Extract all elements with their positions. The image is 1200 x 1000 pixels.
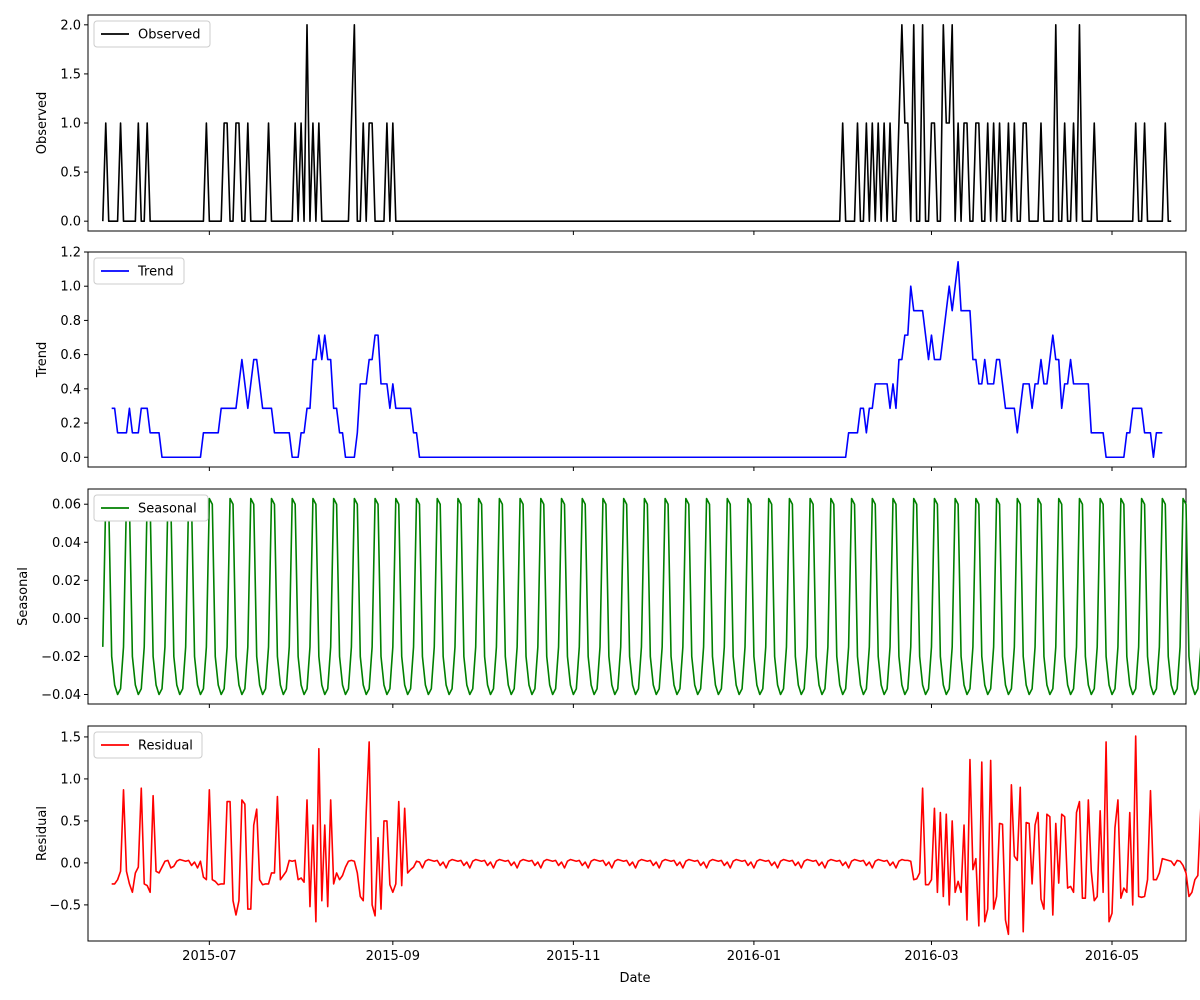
x-tick-label: 2016-05: [1085, 949, 1139, 964]
y-tick-label: 0.2: [60, 417, 81, 432]
legend-box: [93, 257, 185, 285]
y-tick-label: 0.04: [52, 536, 81, 551]
y-tick-label: 0.06: [52, 498, 81, 513]
y-tick-label: 2.0: [60, 18, 81, 33]
x-tick-label: 2016-03: [904, 949, 958, 964]
y-tick-label: 0.4: [60, 382, 81, 397]
x-tick-label: 2015-09: [366, 949, 420, 964]
x-tick-label: 2015-11: [546, 949, 600, 964]
y-tick-label: 1.5: [60, 67, 81, 82]
series-line-seasonal: [102, 497, 1200, 696]
y-tick-label: 1.5: [60, 730, 81, 745]
y-axis-label: Seasonal: [16, 567, 31, 626]
y-tick-label: 1.0: [60, 117, 81, 132]
y-axis-label: Observed: [35, 92, 50, 155]
legend: Trend: [93, 257, 185, 285]
legend-box: [93, 731, 203, 759]
y-tick-label: 0.0: [60, 856, 81, 871]
y-tick-label: 1.0: [60, 280, 81, 295]
y-tick-label: −0.5: [49, 898, 81, 913]
y-tick-label: 0.00: [52, 612, 81, 627]
legend-label: Seasonal: [138, 502, 197, 517]
plot-frame: [87, 251, 1187, 468]
legend: Residual: [93, 731, 203, 759]
panel-observed: 0.0 0.5 1.0 1.5 2.0 Observed Observed: [35, 14, 1187, 235]
y-tick-label: 0.8: [60, 314, 81, 329]
panel-trend: 0.0 0.2 0.4 0.6 0.8 1.0 1.2 Trend Trend: [35, 246, 1187, 471]
series-line-trend: [111, 260, 1163, 459]
y-tick-label: −0.02: [41, 650, 81, 665]
x-tick-label: 2015-07: [182, 949, 236, 964]
plot-frame: [87, 725, 1187, 942]
legend: Seasonal: [93, 494, 209, 522]
y-tick-label: 0.5: [60, 166, 81, 181]
y-tick-label: 0.0: [60, 451, 81, 466]
y-axis-label: Trend: [35, 342, 50, 379]
y-tick-label: 1.0: [60, 772, 81, 787]
panel-residual: −0.5 0.0 0.5 1.0 1.5 2015-07 2015-09 2015-11 201…: [35, 725, 1200, 964]
y-tick-label: 0.02: [52, 574, 81, 589]
legend-label: Residual: [138, 739, 193, 754]
legend-box: [93, 494, 209, 522]
series-line-residual: [111, 735, 1200, 936]
y-tick-label: 0.5: [60, 814, 81, 829]
legend-label: Trend: [137, 265, 174, 280]
panel-seasonal: −0.04 −0.02 0.00 0.02 0.04 0.06 Seasonal Season…: [16, 488, 1200, 708]
legend: Observed: [93, 20, 211, 48]
x-tick-label: 2016-01: [727, 949, 781, 964]
legend-box: [93, 20, 211, 48]
y-tick-label: −0.04: [41, 688, 81, 703]
series-line-observed: [102, 24, 1172, 222]
y-axis-label: Residual: [35, 806, 50, 861]
y-tick-label: 0.0: [60, 215, 81, 230]
legend-label: Observed: [138, 28, 201, 43]
x-axis-label: Date: [619, 971, 650, 986]
y-tick-label: 1.2: [60, 246, 81, 261]
plot-frame: [87, 488, 1187, 705]
y-tick-label: 0.6: [60, 348, 81, 363]
